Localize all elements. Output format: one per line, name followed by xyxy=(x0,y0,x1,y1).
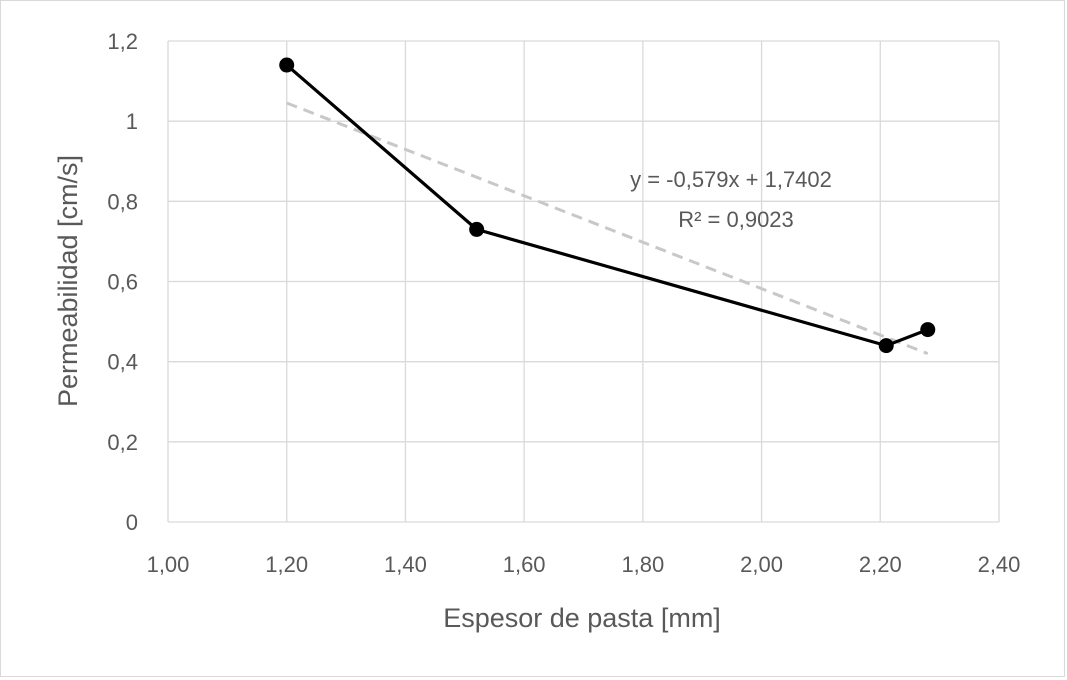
tick-labels: 1,00 1,20 1,40 1,60 1,80 2,00 2,20 2,40 0 0,2 0,4 0… xyxy=(107,29,1020,577)
x-tick-label: 1,20 xyxy=(265,552,308,577)
x-tick-label: 1,40 xyxy=(384,552,427,577)
trendline xyxy=(286,101,929,356)
x-tick-label: 1,60 xyxy=(503,552,546,577)
x-tick-label: 2,00 xyxy=(740,552,783,577)
y-axis-title: Permeabilidad [cm/s] xyxy=(53,155,83,407)
data-point xyxy=(279,57,295,73)
x-tick-label: 2,20 xyxy=(859,552,902,577)
trendline-layer xyxy=(286,101,929,356)
trendline-equation: y = -0,579x + 1,7402 xyxy=(630,167,832,192)
x-tick-label: 1,00 xyxy=(147,552,190,577)
y-tick-label: 0 xyxy=(126,510,138,535)
x-axis-title: Espesor de pasta [mm] xyxy=(443,603,721,633)
grid xyxy=(167,40,1000,523)
y-tick-label: 0,2 xyxy=(107,430,138,455)
x-tick-label: 2,40 xyxy=(978,552,1021,577)
y-tick-label: 1 xyxy=(126,109,138,134)
y-tick-label: 0,6 xyxy=(107,270,138,295)
trendline-r-squared: R² = 0,9023 xyxy=(678,207,794,232)
y-tick-label: 0,4 xyxy=(107,350,138,375)
series-line xyxy=(285,63,929,348)
x-tick-label: 1,80 xyxy=(621,552,664,577)
y-tick-label: 0,8 xyxy=(107,189,138,214)
y-tick-label: 1,2 xyxy=(107,29,138,54)
series-layer xyxy=(279,57,936,354)
data-point xyxy=(469,221,485,237)
data-point xyxy=(878,338,894,354)
data-point xyxy=(920,322,936,338)
